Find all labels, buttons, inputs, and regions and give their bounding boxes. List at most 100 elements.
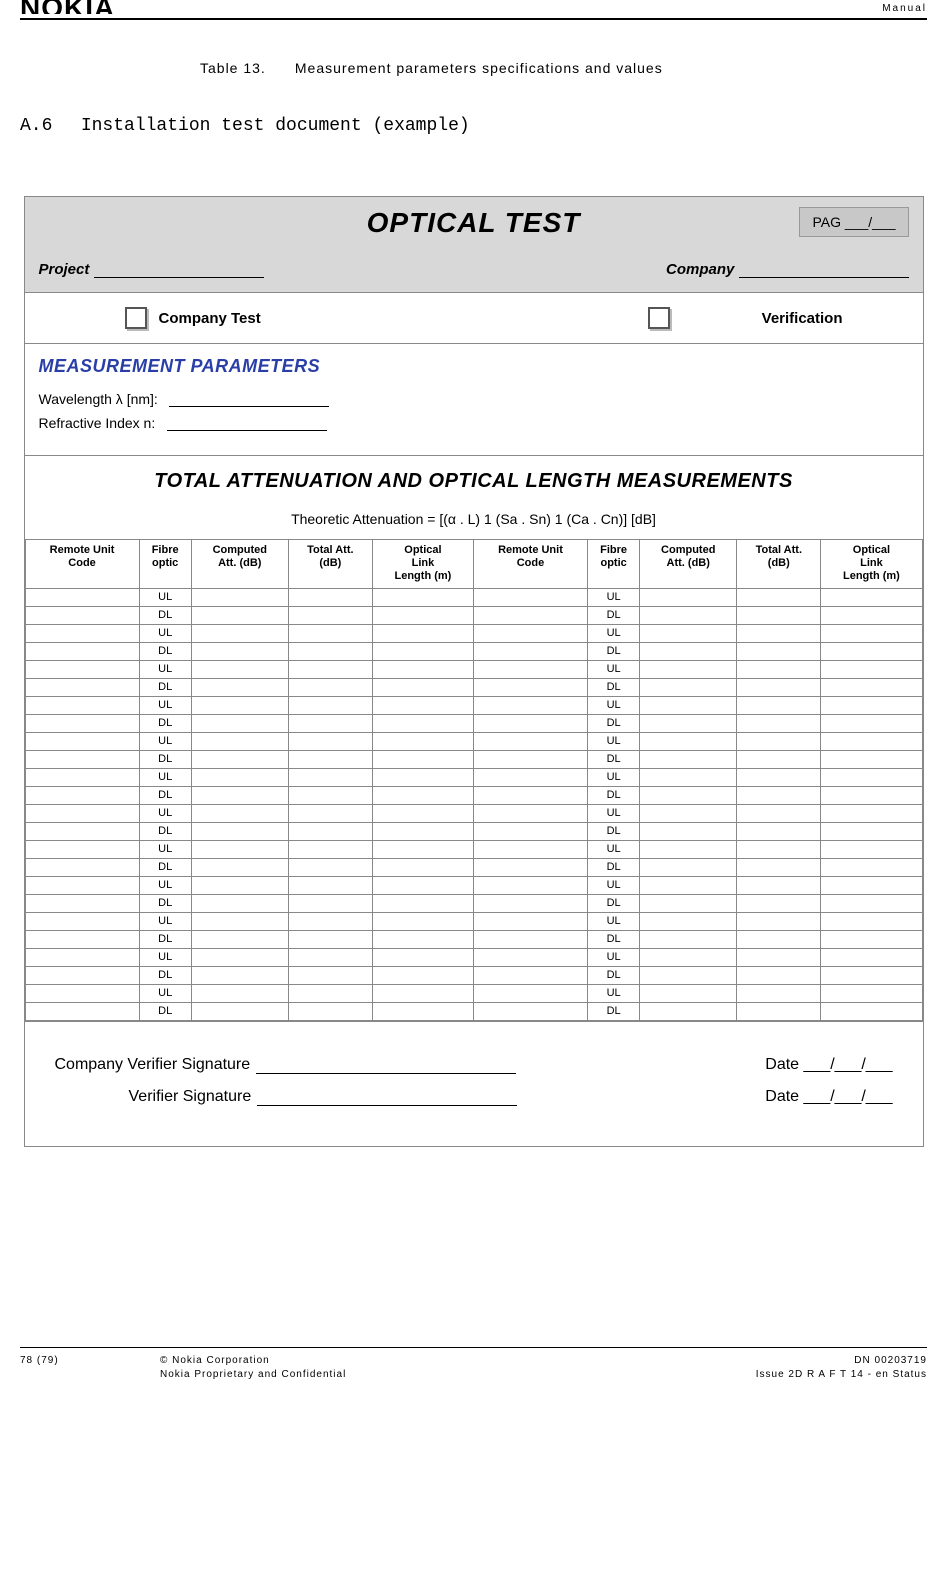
table-column-header: Total Att.(dB)	[288, 540, 372, 589]
table-cell	[640, 858, 737, 876]
section-number: A.6	[20, 116, 70, 136]
table-cell	[737, 714, 821, 732]
table-cell	[288, 930, 372, 948]
table-cell	[25, 966, 139, 984]
table-cell	[288, 1002, 372, 1020]
project-label: Project	[39, 261, 90, 278]
company-verifier-label: Company Verifier Signature	[55, 1056, 251, 1074]
table-cell	[191, 930, 288, 948]
table-cell	[288, 894, 372, 912]
table-cell	[737, 858, 821, 876]
form-header: PAG ___/___ OPTICAL TEST Project Company	[25, 197, 923, 292]
table-cell: DL	[588, 750, 640, 768]
table-cell	[372, 858, 473, 876]
table-cell	[821, 858, 922, 876]
table-cell	[737, 894, 821, 912]
table-cell: UL	[139, 840, 191, 858]
table-cell	[25, 696, 139, 714]
table-cell	[473, 1002, 587, 1020]
table-cell	[288, 732, 372, 750]
table-cell	[25, 840, 139, 858]
table-column-header: ComputedAtt. (dB)	[640, 540, 737, 589]
table-cell	[288, 984, 372, 1002]
table-cell	[25, 660, 139, 678]
table-cell	[288, 840, 372, 858]
table-header-row: Remote UnitCodeFibreopticComputedAtt. (d…	[25, 540, 922, 589]
table-cell	[191, 606, 288, 624]
table-row: DLDL	[25, 966, 922, 984]
company-verifier-blank	[256, 1056, 516, 1074]
table-cell: UL	[588, 624, 640, 642]
table-cell	[821, 732, 922, 750]
table-cell	[25, 606, 139, 624]
table-cell	[473, 642, 587, 660]
table-cell	[821, 588, 922, 606]
table-row: DLDL	[25, 930, 922, 948]
table-cell	[288, 642, 372, 660]
table-cell	[288, 714, 372, 732]
table-cell	[191, 984, 288, 1002]
table-cell	[288, 696, 372, 714]
table-row: DLDL	[25, 822, 922, 840]
table-row: DLDL	[25, 894, 922, 912]
table-cell	[640, 678, 737, 696]
table-column-header: Remote UnitCode	[25, 540, 139, 589]
table-cell	[821, 912, 922, 930]
table-cell: UL	[139, 660, 191, 678]
table-cell	[821, 696, 922, 714]
table-cell	[821, 750, 922, 768]
table-cell	[640, 1002, 737, 1020]
table-cell	[191, 678, 288, 696]
table-cell	[737, 984, 821, 1002]
table-cell	[737, 642, 821, 660]
optical-test-form: PAG ___/___ OPTICAL TEST Project Company…	[24, 196, 924, 1147]
table-cell	[640, 822, 737, 840]
table-cell	[288, 768, 372, 786]
table-cell	[372, 984, 473, 1002]
table-row: ULUL	[25, 732, 922, 750]
table-cell	[372, 912, 473, 930]
table-cell	[473, 822, 587, 840]
table-cell	[288, 858, 372, 876]
table-cell	[473, 912, 587, 930]
table-cell	[25, 894, 139, 912]
table-cell: UL	[139, 768, 191, 786]
table-row: ULUL	[25, 696, 922, 714]
table-cell	[821, 678, 922, 696]
caption-number: Table 13.	[200, 60, 290, 76]
table-cell	[372, 696, 473, 714]
table-cell	[821, 894, 922, 912]
table-cell	[821, 840, 922, 858]
table-cell	[372, 678, 473, 696]
company-test-checkbox[interactable]	[125, 307, 147, 329]
table-cell	[821, 804, 922, 822]
company-label: Company	[666, 261, 734, 278]
table-cell: UL	[588, 696, 640, 714]
measurement-parameters: MEASUREMENT PARAMETERS Wavelength λ [nm]…	[25, 344, 923, 456]
table-cell	[288, 912, 372, 930]
table-column-header: OpticalLinkLength (m)	[821, 540, 922, 589]
page-footer: 78 (79) © Nokia Corporation Nokia Propri…	[20, 1347, 927, 1382]
table-cell	[737, 966, 821, 984]
table-cell: DL	[139, 894, 191, 912]
page-header: NOKIA Manual	[20, 0, 927, 20]
table-cell	[25, 858, 139, 876]
attenuation-title: TOTAL ATTENUATION AND OPTICAL LENGTH MEA…	[35, 470, 913, 493]
table-cell	[25, 786, 139, 804]
table-cell: UL	[588, 768, 640, 786]
table-cell	[640, 606, 737, 624]
verification-checkbox[interactable]	[648, 307, 670, 329]
table-cell	[25, 768, 139, 786]
project-blank	[94, 264, 264, 278]
table-row: DLDL	[25, 786, 922, 804]
footer-confidential: Nokia Proprietary and Confidential	[160, 1368, 627, 1382]
table-cell: UL	[588, 660, 640, 678]
table-cell: DL	[588, 930, 640, 948]
table-cell	[737, 678, 821, 696]
table-cell	[737, 1002, 821, 1020]
table-cell: DL	[588, 822, 640, 840]
table-cell	[473, 804, 587, 822]
table-cell	[288, 750, 372, 768]
table-cell	[737, 930, 821, 948]
table-cell	[191, 642, 288, 660]
